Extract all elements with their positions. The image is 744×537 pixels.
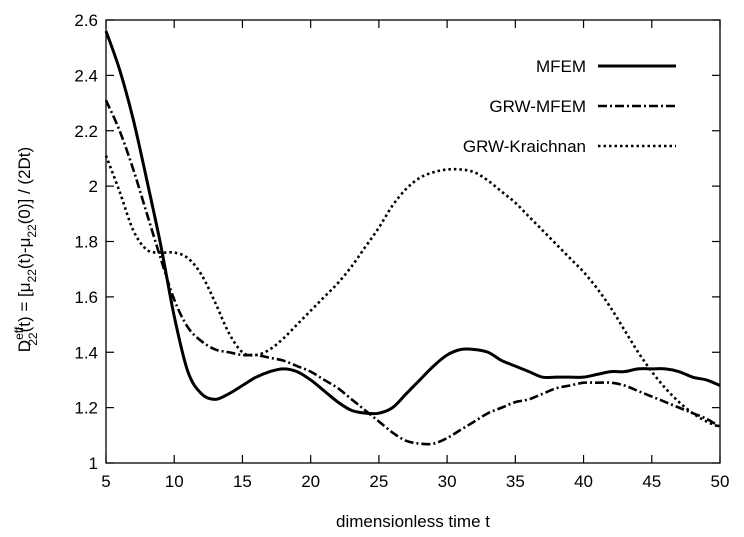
y-label-sub3: 22 [25, 224, 39, 238]
x-axis-label: dimensionless time t [336, 512, 490, 531]
axis-ticks: 5 10 15 20 25 30 35 40 45 50 1 1.2 1.4 1.6 1.8 2 2.2 2.4 2… [74, 11, 729, 491]
y-tick-label: 1.8 [74, 233, 98, 252]
y-tick-label: 1.2 [74, 399, 98, 418]
y-tick-label: 1.6 [74, 288, 98, 307]
legend-label-grw-mfem: GRW-MFEM [489, 97, 586, 116]
y-tick-label: 2.2 [74, 122, 98, 141]
y-label-tail: (0)] / (2Dt) [15, 147, 34, 224]
y-label-sub2: 22 [25, 269, 39, 283]
y-tick-label: 2.4 [74, 66, 98, 85]
x-tick-label: 20 [301, 472, 320, 491]
x-tick-label: 50 [711, 472, 730, 491]
x-tick-label: 30 [438, 472, 457, 491]
x-tick-label: 25 [369, 472, 388, 491]
y-label-sub1: 22 [26, 332, 40, 346]
y-label-sup: eff [12, 326, 26, 340]
x-tick-label: 45 [642, 472, 661, 491]
y-tick-label: 1.4 [74, 343, 98, 362]
y-tick-label: 2 [89, 177, 98, 196]
y-tick-label: 2.6 [74, 11, 98, 30]
x-tick-label: 10 [165, 472, 184, 491]
x-tick-label: 35 [506, 472, 525, 491]
series-line-grw-kraichnan [104, 155, 721, 429]
y-label-mid2: (t)-μ [15, 238, 34, 270]
legend-label-mfem: MFEM [536, 57, 586, 76]
plot-frame [105, 19, 721, 464]
legend-label-grw-kraichnan: GRW-Kraichnan [463, 137, 586, 156]
y-axis-label: Deff22(t) = [μ22(t)-μ22(0)] / (2Dt) [12, 147, 40, 352]
series-line-grw-mfem [104, 99, 721, 446]
y-tick-label: 1 [89, 454, 98, 473]
x-tick-label: 15 [233, 472, 252, 491]
y-label-d: D [15, 340, 34, 352]
x-tick-label: 40 [574, 472, 593, 491]
y-label-mid1: (t) = [μ [15, 282, 34, 332]
series-line-mfem [104, 30, 721, 416]
legend: MFEM GRW-MFEM GRW-Kraichnan [463, 57, 676, 156]
series-lines [104, 30, 721, 446]
x-tick-label: 5 [101, 472, 110, 491]
